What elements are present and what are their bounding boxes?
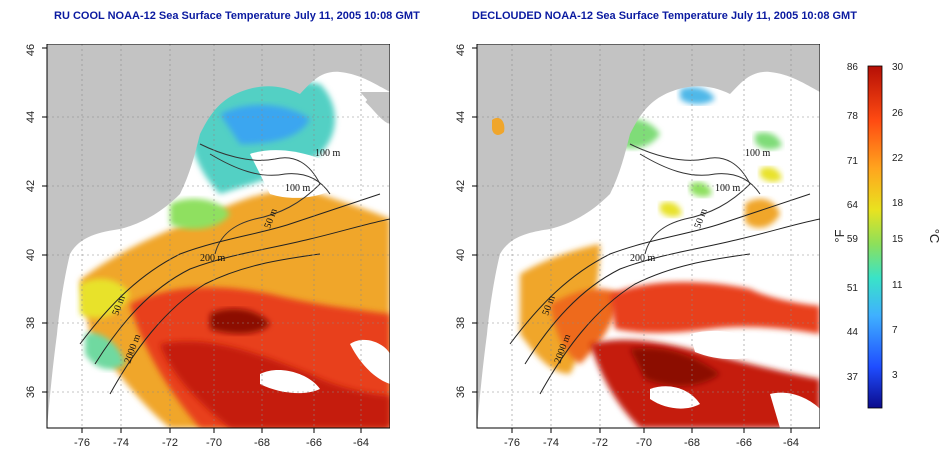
lon-tick-label: -70 [206,437,222,449]
lat-tick-label: 46 [455,44,467,56]
lat-tick-label: 40 [25,249,37,261]
contour-label-200m: 200 m [630,253,656,264]
lat-tick-label: 38 [25,317,37,329]
lon-tick-label: -64 [353,437,369,449]
lon-tick-label: -70 [636,437,652,449]
lon-tick-label: -74 [113,437,129,449]
contour-label-100m-b: 100 m [285,183,311,194]
right-map-title: DECLOUDED NOAA-12 Sea Surface Temperatur… [472,10,857,22]
lat-tick-label: 46 [25,44,37,56]
celsius-tick: 11 [892,280,903,291]
celsius-unit-label: °C [927,229,942,244]
lon-tick-label: -76 [504,437,520,449]
temperature-colorbar: 86 78 71 64 59 51 44 37 30 26 22 18 15 1… [832,62,942,409]
fahrenheit-tick: 51 [847,283,859,294]
lon-tick-label: -68 [254,437,270,449]
contour-label-100m-b: 100 m [715,183,741,194]
lon-tick-label: -72 [592,437,608,449]
right-sst-map[interactable]: 100 m 100 m 50 m 200 m 50 m 2000 m -76 -… [450,44,820,464]
celsius-tick: 30 [892,62,904,73]
fahrenheit-tick: 71 [847,156,859,167]
lat-tick-label: 40 [455,249,467,261]
celsius-tick: 26 [892,108,904,119]
fahrenheit-tick: 86 [847,62,859,73]
contour-label-100m-a: 100 m [315,148,341,159]
fahrenheit-tick: 37 [847,372,859,383]
fahrenheit-tick: 44 [847,327,859,338]
fahrenheit-unit-label: °F [832,229,847,242]
contour-label-100m-a: 100 m [745,148,771,159]
fahrenheit-tick: 64 [847,200,859,211]
lat-tick-label: 36 [25,386,37,398]
lat-tick-label: 44 [25,111,37,123]
lat-tick-label: 36 [455,386,467,398]
lat-tick-label: 44 [455,111,467,123]
celsius-tick: 7 [892,325,898,336]
celsius-tick: 3 [892,370,898,381]
lon-tick-label: -66 [306,437,322,449]
lat-tick-label: 38 [455,317,467,329]
fahrenheit-tick: 78 [847,111,859,122]
lon-tick-label: -74 [543,437,559,449]
lat-tick-label: 42 [455,180,467,192]
lon-tick-label: -64 [783,437,799,449]
fahrenheit-tick: 59 [847,234,859,245]
lon-tick-label: -66 [736,437,752,449]
lat-tick-label: 42 [25,180,37,192]
lon-tick-label: -68 [684,437,700,449]
left-sst-map[interactable]: 100 m 100 m 50 m 200 m 50 m 2000 m -76 -… [20,44,390,464]
contour-label-200m: 200 m [200,253,226,264]
celsius-tick: 22 [892,153,904,164]
colorbar-gradient [867,65,883,409]
lon-tick-label: -76 [74,437,90,449]
lon-tick-label: -72 [162,437,178,449]
celsius-tick: 15 [892,234,904,245]
celsius-tick: 18 [892,198,904,209]
left-map-title: RU COOL NOAA-12 Sea Surface Temperature … [54,10,420,22]
